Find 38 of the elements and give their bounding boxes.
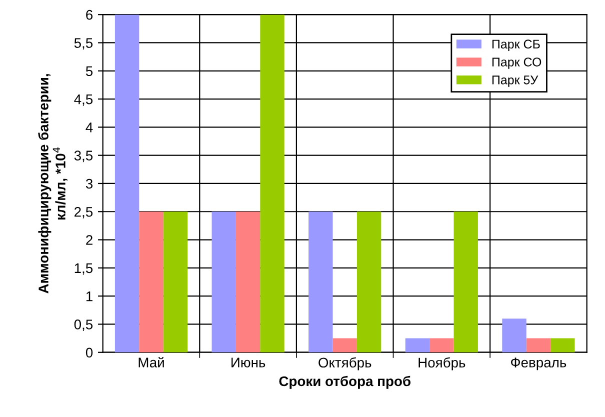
x-tick-label: Май: [138, 356, 164, 368]
y-tick-label: 5,5: [74, 38, 93, 50]
y-tick-label: 2: [86, 235, 92, 245]
bar: [502, 318, 526, 352]
x-tick-label: Ноябрь: [418, 357, 466, 370]
bar: [212, 212, 236, 352]
y-tick-label: 3: [86, 178, 93, 189]
bar: [454, 212, 478, 352]
y-tick-label: 1: [86, 292, 92, 302]
bar: [550, 338, 575, 352]
x-axis-title: Сроки отбора проб: [279, 376, 410, 389]
bar: [332, 338, 357, 352]
bar: [405, 338, 430, 352]
bar: [260, 14, 284, 352]
bar: [308, 212, 333, 352]
legend-label: Парк СБ: [492, 40, 540, 52]
bar: [356, 212, 382, 352]
legend-label: Парк СО: [492, 58, 542, 69]
y-tick-label: 6: [86, 10, 93, 20]
x-tick-label: Февраль: [511, 358, 566, 370]
y-tick-label: 1,5: [74, 263, 93, 275]
x-tick-label: Июнь: [232, 358, 266, 368]
bar: [236, 212, 260, 352]
y-tick-label: 3,5: [74, 150, 93, 162]
y-tick-label: 0,5: [74, 320, 93, 332]
y-tick-label: 5: [86, 66, 93, 76]
bar: [114, 14, 140, 352]
y-tick-label: 2,5: [74, 206, 93, 218]
bar: [139, 212, 164, 352]
bar: [430, 338, 454, 352]
bar: [526, 338, 551, 352]
y-axis-title: Аммонифицирующие бактерии, кл/мл, *10$^{4}$: [38, 74, 68, 294]
y-tick-label: 4,5: [74, 94, 93, 106]
y-tick-label: 0: [86, 348, 93, 358]
bar: [163, 212, 188, 352]
legend-label: Парк 5У: [492, 76, 538, 87]
x-tick-label: Октябрь: [318, 357, 372, 370]
y-tick-label: 4: [86, 122, 93, 132]
